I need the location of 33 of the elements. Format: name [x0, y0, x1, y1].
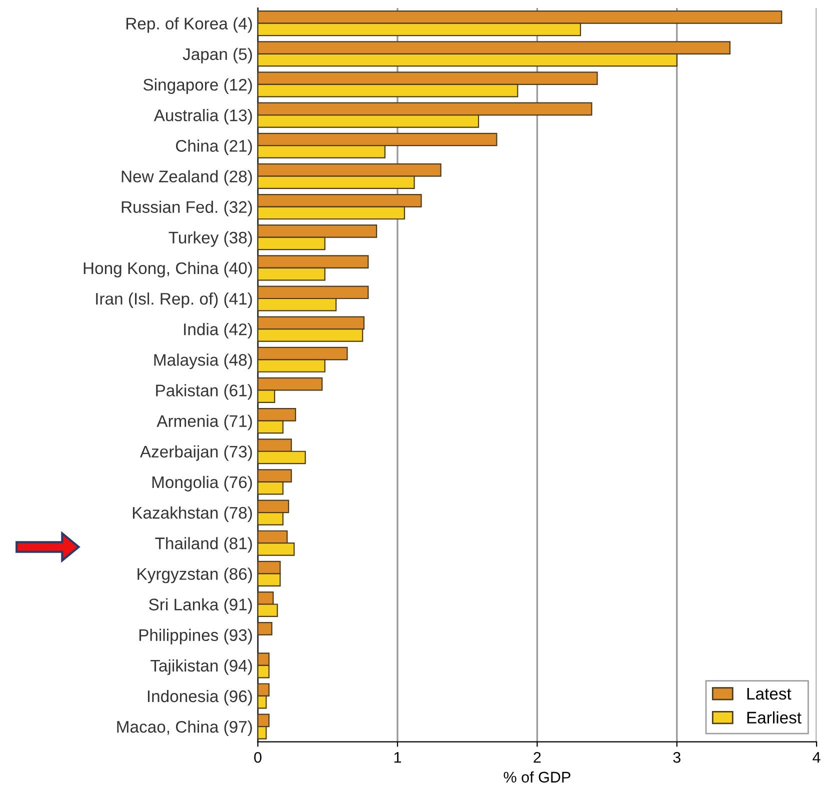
y-tick-label: Mongolia (76): [152, 476, 252, 492]
x-axis-title: % of GDP: [504, 771, 570, 783]
y-tick-label: Japan (5): [182, 48, 252, 64]
y-tick-label: Philippines (93): [139, 628, 252, 644]
x-tick-label: 0: [254, 752, 262, 763]
y-tick-label: Turkey (38): [168, 231, 252, 247]
legend-label: Earliest: [747, 711, 802, 724]
legend-label: Latest: [747, 688, 792, 700]
y-tick-label: Russian Fed. (32): [122, 200, 252, 216]
y-tick-label: Macao, China (97): [117, 720, 252, 736]
y-tick-label: India (42): [184, 323, 252, 339]
y-tick-label: Hong Kong, China (40): [84, 262, 252, 278]
y-tick-label: Malaysia (48): [154, 354, 252, 370]
y-tick-label: Kazakhstan (78): [132, 506, 252, 522]
y-tick-label: Australia (13): [154, 109, 252, 125]
bar: [258, 622, 272, 636]
y-tick-label: Rep. of Korea (4): [126, 17, 252, 33]
y-tick-label: Pakistan (61): [156, 384, 252, 400]
x-tick-label: 2: [534, 752, 541, 763]
y-tick-label: Armenia (71): [156, 414, 252, 430]
x-tick-label: 3: [673, 752, 680, 763]
y-tick-label: Iran (Isl. Rep. of) (41): [96, 292, 252, 308]
x-tick-label: 1: [394, 752, 402, 763]
y-tick-label: Singapore (12): [143, 78, 252, 94]
y-tick-label: China (21): [176, 140, 252, 156]
y-tick-label: New Zealand (28): [122, 170, 252, 186]
y-tick-label: Tajikistan (94): [150, 659, 252, 675]
x-tick-label: 4: [812, 752, 820, 763]
y-tick-label: Indonesia (96): [148, 690, 252, 706]
y-tick-label: Sri Lanka (91): [149, 598, 252, 614]
y-tick-label: Thailand (81): [155, 537, 252, 553]
y-tick-label: Azerbaijan (73): [140, 445, 252, 461]
y-tick-label: Kyrgyzstan (86): [138, 568, 252, 584]
